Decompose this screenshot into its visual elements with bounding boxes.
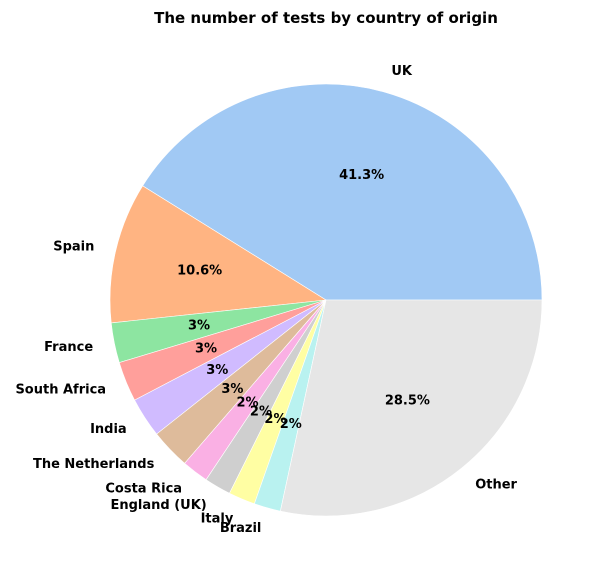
category-label-spain: Spain [53, 239, 94, 254]
pie-slice-uk [142, 83, 543, 301]
pct-label-brazil: 2% [280, 417, 302, 432]
pct-label-costa-rica: 2% [236, 396, 258, 411]
category-label-italy: Italy [201, 511, 234, 526]
category-label-the-netherlands: The Netherlands [33, 457, 155, 472]
pct-label-france: 3% [188, 318, 210, 333]
pct-label-italy: 2% [264, 412, 286, 427]
category-label-other: Other [475, 477, 517, 492]
pct-label-the-netherlands: 3% [221, 382, 243, 397]
pie-slices [109, 83, 543, 517]
pct-label-spain: 10.6% [177, 264, 222, 279]
pct-label-uk: 41.3% [339, 168, 384, 183]
chart-title: The number of tests by country of origin [154, 9, 498, 27]
category-label-costa-rica: Costa Rica [105, 482, 182, 497]
category-label-france: France [44, 340, 93, 355]
category-label-england-uk: England (UK) [110, 498, 206, 513]
pct-label-south-africa: 3% [195, 342, 217, 357]
category-labels: UK Spain France South Africa India The Nether… [15, 64, 517, 536]
percentage-labels: 41.3%10.6%3%3%3%3%2%2%2%2%28.5% [177, 168, 430, 432]
category-label-south-africa: South Africa [15, 382, 106, 397]
pie-slice-other [280, 299, 543, 517]
category-label-brazil: Brazil [220, 521, 262, 536]
pct-label-england-uk: 2% [250, 405, 272, 420]
pie-slice-spain [109, 185, 327, 324]
category-label-india: India [90, 422, 127, 437]
pct-label-india: 3% [206, 363, 228, 378]
pct-label-other: 28.5% [385, 393, 430, 408]
category-label-uk: UK [391, 64, 413, 79]
